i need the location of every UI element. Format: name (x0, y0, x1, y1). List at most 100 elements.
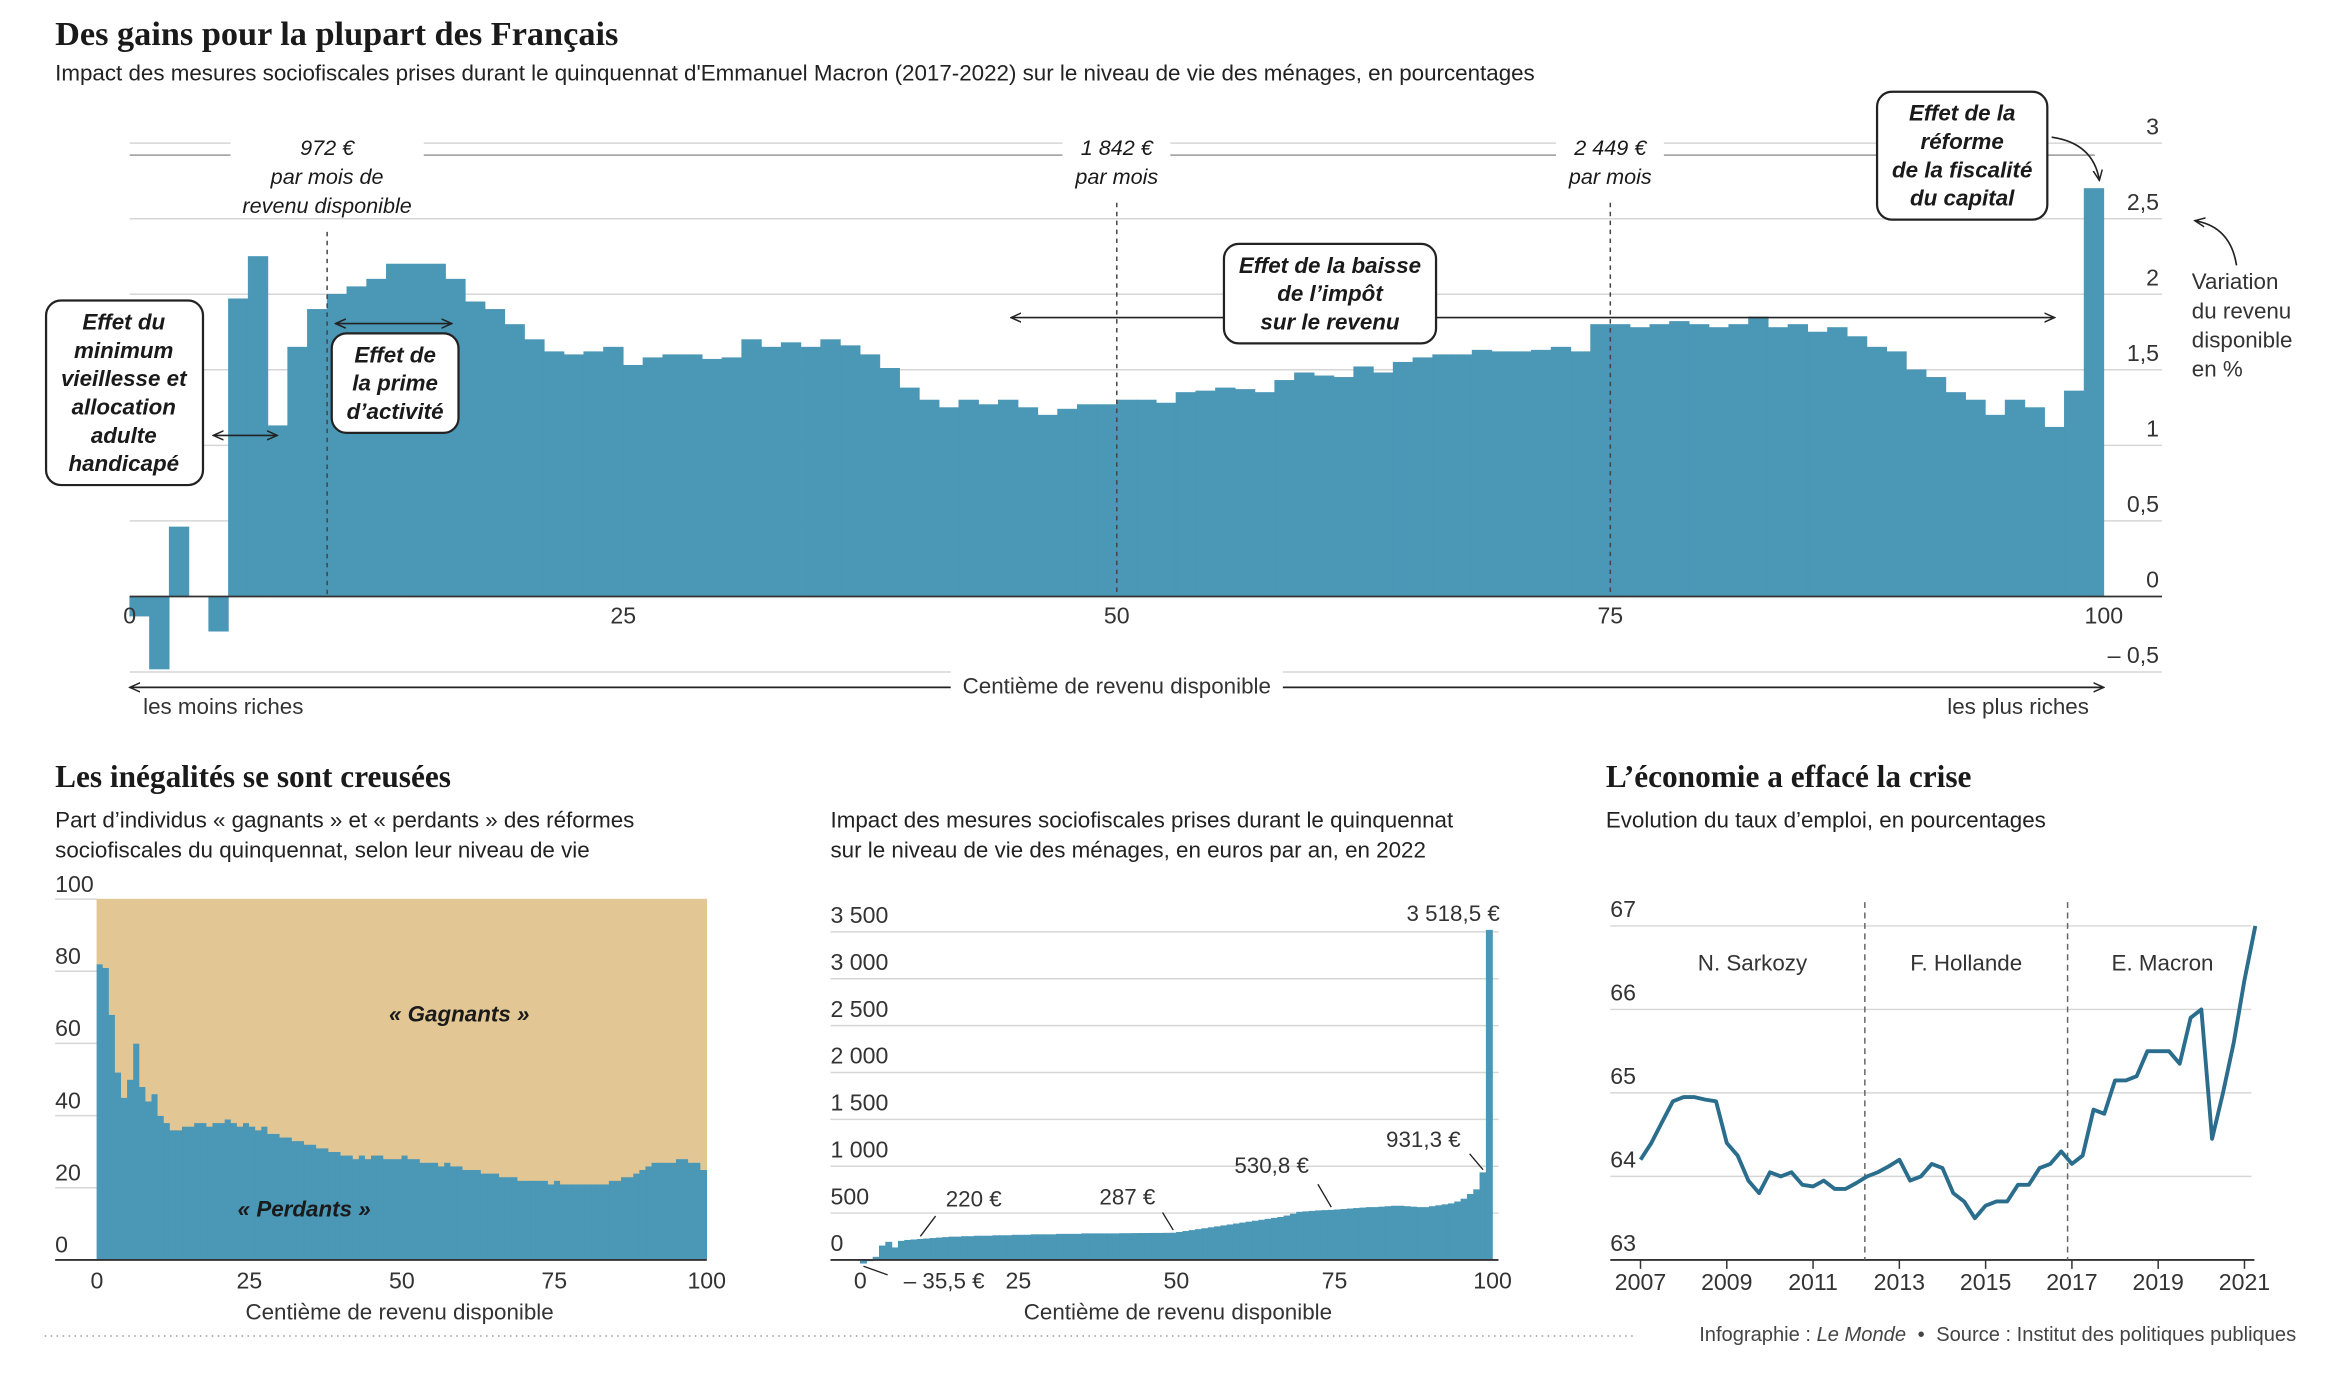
stacked-bar (535, 1180, 543, 1261)
bar (1985, 414, 2006, 597)
x-tick-label: 25 (1006, 1267, 1032, 1293)
bar (938, 407, 960, 597)
stacked-bar (285, 898, 293, 1138)
bar (1214, 1226, 1221, 1261)
bar (986, 1235, 994, 1261)
stacked-bar (669, 898, 677, 1163)
x-left-label: les moins riches (143, 694, 303, 719)
bar (1011, 1234, 1019, 1261)
stacked-bar (456, 1165, 464, 1261)
stacked-bar (127, 898, 134, 1080)
stacked-bar (499, 898, 506, 1178)
chart-title: Des gains pour la plupart des Français (55, 15, 618, 53)
bar (1018, 1234, 1025, 1261)
stacked-bar (578, 1183, 586, 1261)
bar (1175, 392, 1197, 597)
x-tick-label: 2009 (1701, 1269, 1752, 1295)
stacked-bar (108, 1014, 116, 1261)
y-tick-label: 3 (2146, 113, 2159, 139)
stacked-bar (493, 898, 500, 1174)
bar (1234, 389, 1256, 597)
bar (307, 309, 328, 597)
bar (1748, 316, 1769, 597)
bar (484, 309, 506, 597)
bar (583, 351, 604, 597)
x-right-label: les plus riches (1947, 694, 2089, 719)
stacked-bar (553, 1180, 561, 1261)
stacked-bar (139, 1086, 147, 1261)
bar (1138, 1233, 1146, 1261)
bar (1906, 369, 1927, 597)
note-text: Effet de la baisse (1239, 253, 1421, 278)
note-text: du capital (1910, 186, 2015, 211)
stacked-bar (529, 1180, 537, 1261)
stacked-bar (621, 1176, 628, 1261)
stacked-bar (523, 1180, 531, 1261)
stacked-bar (395, 1158, 403, 1261)
stacked-bar (517, 898, 525, 1181)
bar (2024, 407, 2045, 597)
stacked-bar (505, 1176, 512, 1261)
value-leader (1317, 1183, 1332, 1208)
bar (1610, 324, 1631, 597)
bar (682, 354, 703, 597)
x-tick-label: 25 (237, 1267, 263, 1293)
note-text: Effet de (354, 342, 436, 367)
stacked-bar (114, 1071, 122, 1261)
note: Effet de la réforme de la fiscalité du capi… (1875, 90, 2049, 221)
stacked-bar (279, 898, 287, 1138)
bar (1327, 1209, 1335, 1261)
stacked-bar (602, 1183, 610, 1261)
y-tick-label: 1,5 (2127, 340, 2159, 366)
bar (891, 1247, 899, 1261)
stacked-bar (194, 898, 201, 1124)
bar (1195, 1229, 1203, 1261)
note-box (44, 299, 205, 487)
chart-subtitle: Evolution du taux d’emploi, en pourcenta… (1606, 807, 2046, 832)
value-leader (1161, 1212, 1174, 1231)
reference-label: par mois (1568, 164, 1652, 189)
separator: • (1918, 1324, 1925, 1346)
bar (1340, 1209, 1348, 1261)
note: Effet de la baisse de l’impôt sur le reven… (1222, 242, 1438, 345)
stacked-bar (560, 898, 567, 1185)
stacked-bar (249, 1126, 256, 1261)
stacked-bar (145, 1100, 153, 1261)
bar (1688, 324, 1710, 597)
bar (1037, 1234, 1044, 1261)
stacked-bar (572, 1183, 579, 1261)
bar (1391, 1205, 1398, 1261)
bar (910, 1239, 918, 1261)
bar (247, 256, 269, 597)
stacked-bar (566, 898, 573, 1185)
bar (1024, 1234, 1032, 1261)
data-line (1638, 925, 2258, 1221)
x-tick-label: 2017 (2046, 1269, 2097, 1295)
stacked-bar (584, 898, 592, 1185)
stacked-bar (651, 898, 659, 1163)
value-label: 3 518,5 € (1407, 901, 1501, 926)
bar (916, 1239, 924, 1261)
x-axis-label: Centième de revenu disponible (963, 673, 1271, 698)
x-tick-label: 100 (2085, 602, 2124, 628)
bar (1479, 1172, 1487, 1261)
stacked-bar (462, 1169, 470, 1261)
note: Effet de la prime d’activité (330, 332, 460, 434)
x-tick-label: 2007 (1615, 1269, 1666, 1295)
stacked-bar (163, 1122, 171, 1261)
y-tick-label: 0,5 (2127, 491, 2159, 517)
stacked-bar (419, 898, 427, 1163)
bar (1925, 377, 1947, 597)
stacked-bar (669, 1162, 677, 1261)
bar (1264, 1218, 1272, 1261)
y-tick-label: 3 000 (831, 949, 889, 975)
note-layer: Effet du minimum vieillesse et allocation ad… (44, 90, 2049, 702)
bar (1491, 351, 1512, 597)
stacked-bar (340, 898, 348, 1156)
bar (1201, 1228, 1209, 1261)
y-axis-label: du revenu (2192, 298, 2291, 323)
stacked-bar (511, 1176, 518, 1261)
bar (1846, 336, 1868, 597)
stacked-bar (169, 1129, 177, 1261)
stacked-bar (212, 1122, 220, 1261)
